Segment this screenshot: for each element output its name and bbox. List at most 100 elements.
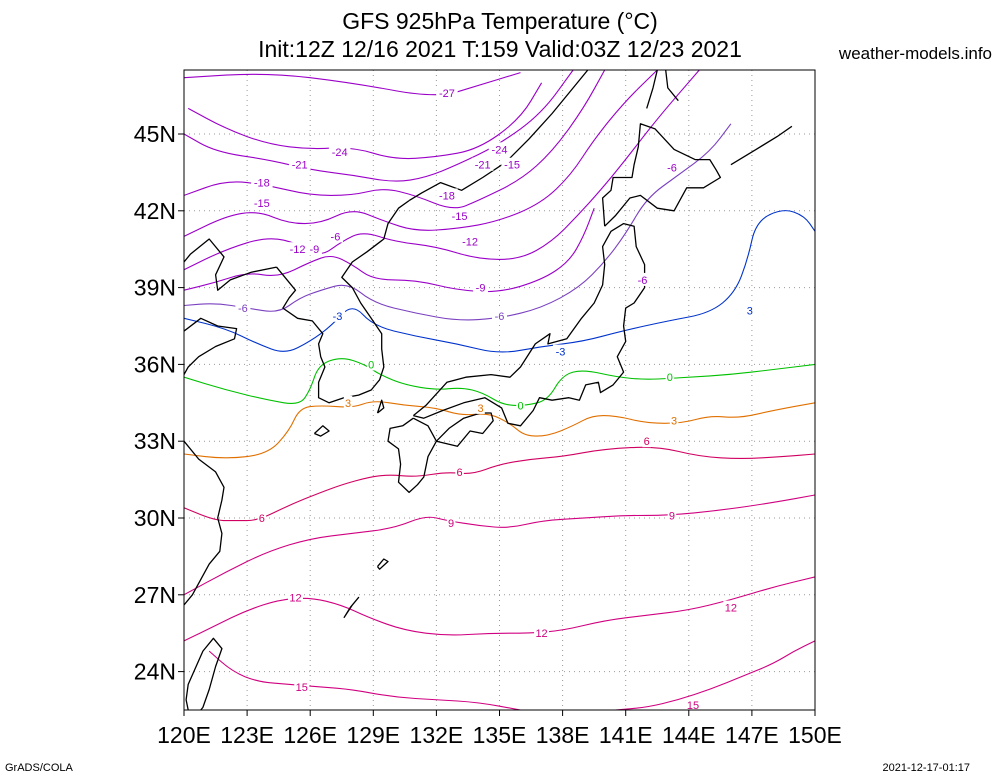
contour-label-bg bbox=[516, 398, 525, 412]
contour-line bbox=[184, 494, 815, 596]
contour-line bbox=[187, 82, 543, 160]
lat-tick-label: 36N bbox=[134, 351, 176, 377]
longitude-axis: 120E 123E 126E 129E 132E 135E 138E 141E 144E 147E… bbox=[157, 710, 842, 748]
lat-tick-label: 27N bbox=[134, 582, 176, 608]
lon-tick-label: 138E bbox=[536, 722, 590, 748]
contour-line bbox=[184, 576, 815, 642]
contour-label: 0 bbox=[368, 359, 374, 371]
lon-tick-label: 123E bbox=[220, 722, 274, 748]
contour-label-bg bbox=[251, 196, 273, 210]
contour-label-bg bbox=[288, 157, 311, 171]
contour-line bbox=[615, 640, 815, 710]
contour-label: 6 bbox=[644, 436, 650, 448]
contour-label: -24 bbox=[332, 147, 348, 159]
contour-line bbox=[184, 208, 595, 293]
coastline-sakhalin bbox=[646, 70, 658, 109]
coastline-liaodong-china-coast bbox=[184, 238, 277, 291]
contour-label: -6 bbox=[331, 231, 341, 243]
contour-label: -15 bbox=[504, 160, 520, 172]
lat-tick-label: 30N bbox=[134, 505, 176, 531]
chart-title-line2: Init:12Z 12/16 2021 T:159 Valid:03Z 12/2… bbox=[258, 36, 742, 62]
contour-label-bg bbox=[665, 370, 675, 384]
contour-label-bg bbox=[473, 280, 489, 294]
contour-label: 3 bbox=[671, 416, 677, 428]
contour-label-bg bbox=[343, 395, 353, 409]
contour-line bbox=[184, 210, 815, 353]
lat-tick-label: 39N bbox=[134, 275, 176, 301]
contour-line bbox=[184, 70, 658, 237]
contour-label: 9 bbox=[448, 518, 454, 530]
contour-label: -12 bbox=[290, 244, 306, 256]
contour-label: -15 bbox=[452, 211, 468, 223]
coastline-honshu bbox=[412, 222, 646, 427]
contour-label-bg bbox=[723, 600, 739, 614]
contour-label-bg bbox=[328, 144, 351, 158]
contour-label: -3 bbox=[556, 347, 566, 359]
coastline-china-east-coast bbox=[184, 440, 225, 606]
contour-label-bg bbox=[476, 400, 485, 414]
lon-tick-label: 147E bbox=[725, 722, 779, 748]
contour-label: -21 bbox=[292, 160, 308, 172]
coastline-amami bbox=[376, 558, 389, 570]
contour-label: 12 bbox=[725, 603, 737, 615]
coastline-shandong bbox=[184, 317, 238, 375]
coastline-tsushima bbox=[376, 399, 385, 414]
contour-label-bg bbox=[327, 229, 343, 243]
contour-label-bg bbox=[257, 511, 267, 524]
contour-label: -12 bbox=[462, 237, 478, 249]
contour-label: -6 bbox=[667, 162, 677, 174]
contour-label: 3 bbox=[478, 403, 484, 415]
contour-line bbox=[184, 70, 606, 209]
contour-label-bg bbox=[492, 308, 507, 322]
contour-line bbox=[184, 70, 700, 271]
contour-label: 15 bbox=[687, 700, 699, 712]
contour-line bbox=[184, 123, 732, 321]
lat-tick-label: 33N bbox=[134, 428, 176, 454]
contour-label-bg bbox=[287, 590, 303, 604]
contour-label-bg bbox=[664, 160, 680, 174]
lon-tick-label: 150E bbox=[788, 722, 842, 748]
contour-line bbox=[184, 72, 521, 96]
contour-label: 3 bbox=[345, 398, 351, 410]
contour-label: -21 bbox=[475, 160, 491, 172]
footer-timestamp: 2021-12-17-01:17 bbox=[882, 762, 970, 774]
contour-label-bg bbox=[669, 413, 679, 427]
lon-tick-label: 126E bbox=[283, 722, 337, 748]
contour-label-bg bbox=[446, 516, 456, 530]
coastline-sakhalin-east bbox=[665, 70, 679, 102]
contour-labels: -27-24-21-18-15-12 -9-6-24-21 -15-18-15-12… bbox=[235, 86, 755, 712]
lon-tick-label: 135E bbox=[473, 722, 527, 748]
contour-label-bg bbox=[685, 697, 701, 711]
contour-label: -18 bbox=[439, 190, 455, 202]
lon-tick-label: 120E bbox=[157, 722, 211, 748]
latitude-axis: 45N 42N 39N 36N 33N 30N 27N 24N bbox=[134, 121, 184, 685]
lon-tick-label: 141E bbox=[599, 722, 653, 748]
contour-label-bg bbox=[459, 234, 481, 248]
coastline-okinawa bbox=[343, 596, 360, 619]
coastline-korea-mainland bbox=[275, 200, 410, 404]
contour-label-bg bbox=[330, 308, 346, 322]
contour-label-bg bbox=[667, 508, 677, 522]
contour-line bbox=[184, 446, 815, 522]
contour-label-bg bbox=[251, 175, 273, 189]
contour-label-bg bbox=[286, 242, 309, 256]
contour-label: -6 bbox=[638, 275, 648, 287]
contour-label-bg bbox=[366, 357, 376, 371]
contour-label: 6 bbox=[456, 467, 462, 479]
contour-label-bg bbox=[488, 142, 511, 156]
contour-label: -24 bbox=[492, 144, 508, 156]
lon-tick-label: 144E bbox=[662, 722, 716, 748]
contour-label-bg bbox=[235, 301, 251, 315]
coastline-shikoku bbox=[435, 412, 494, 447]
contour-label: 6 bbox=[259, 513, 265, 525]
contour-label-bg bbox=[436, 188, 458, 202]
contour-label-bg bbox=[635, 272, 651, 286]
contour-label-bg bbox=[448, 208, 471, 222]
coastline-jeju bbox=[313, 425, 330, 437]
contour-label: -6 bbox=[495, 311, 505, 323]
contour-label: -9 bbox=[476, 283, 486, 295]
contour-label: -18 bbox=[254, 178, 270, 190]
contour-label-bg bbox=[471, 157, 494, 171]
lat-tick-label: 42N bbox=[134, 198, 176, 224]
contour-label-bg bbox=[642, 434, 651, 448]
